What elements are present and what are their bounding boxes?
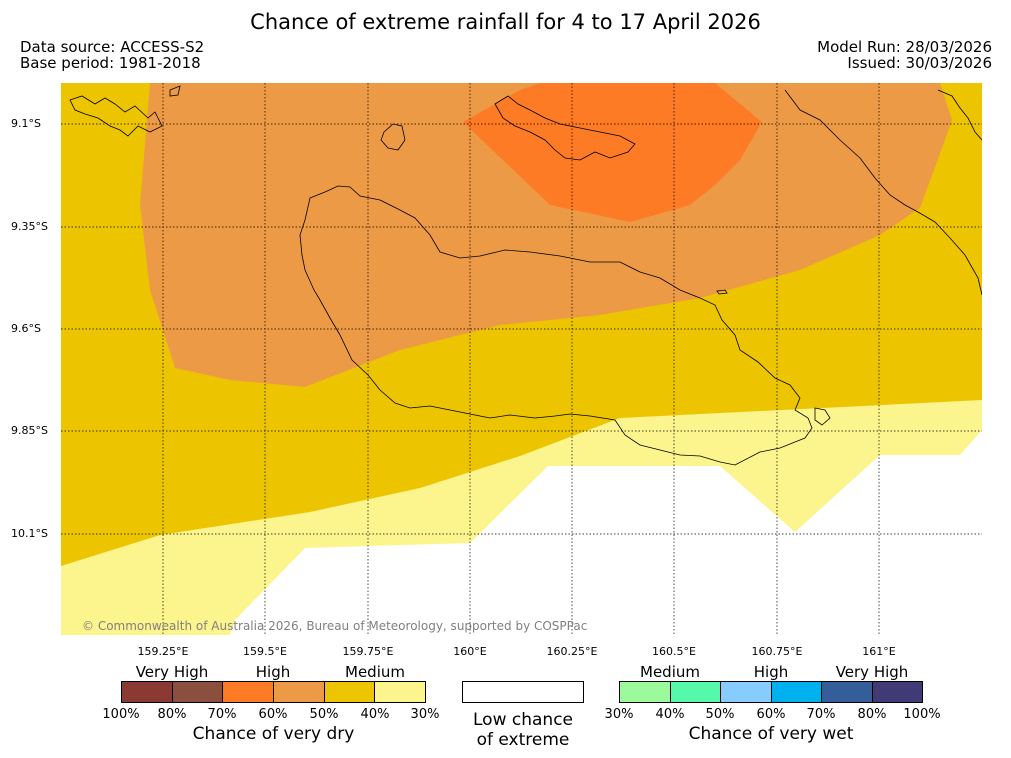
coast-nw-islet [169, 85, 181, 97]
wet-swatch [670, 682, 721, 702]
coast-nw [69, 95, 163, 137]
lat-label: 9.6°S [11, 322, 41, 335]
dry-swatch [172, 682, 224, 702]
lat-label: 10.1°S [11, 527, 48, 540]
dry-colorbar [121, 681, 426, 703]
wet-swatch [620, 682, 671, 702]
wet-swatch [872, 682, 922, 702]
lon-label: 160.75°E [751, 645, 803, 658]
wet-colorbar [619, 681, 923, 703]
lon-label: 159.75°E [342, 645, 394, 658]
dry-swatch [324, 682, 376, 702]
lon-label: 159.5°E [243, 645, 287, 658]
wet-category-label: Medium [640, 663, 700, 681]
wet-tick: 60% [756, 707, 786, 722]
dry-swatch [375, 682, 426, 702]
dry-tick: 100% [102, 707, 140, 722]
dry-swatch [223, 682, 275, 702]
lon-label: 160.5°E [652, 645, 696, 658]
coast-ngella-islands [494, 95, 636, 161]
coast-islet [716, 289, 728, 295]
dry-tick: 70% [207, 707, 237, 722]
graticule [61, 83, 982, 635]
wet-swatch [721, 682, 772, 702]
dry-caption: Chance of very dry [192, 724, 355, 744]
dry-category-label: High [255, 663, 291, 681]
dry-category-label: Medium [345, 663, 405, 681]
dry-tick: 30% [410, 707, 440, 722]
data-source: Data source: ACCESS-S2 [20, 38, 205, 56]
lat-label: 9.35°S [11, 220, 48, 233]
chart-title: Chance of extreme rainfall for 4 to 17 A… [250, 10, 761, 34]
wet-category-label: High [753, 663, 789, 681]
wet-swatch [822, 682, 873, 702]
coastlines [69, 85, 982, 466]
lat-label: 9.85°S [11, 424, 48, 437]
wet-category-label: Very High [835, 663, 909, 681]
low-chance-line2: of extreme [476, 730, 570, 750]
coast-ne [937, 89, 982, 141]
coast-main-island [299, 185, 813, 466]
dry-category-label: Very High [135, 663, 209, 681]
dry-tick: 40% [360, 707, 390, 722]
low-chance-swatch [462, 681, 584, 703]
low-chance-line1: Low chance [473, 710, 573, 730]
wet-tick: 50% [705, 707, 735, 722]
dry-tick: 60% [258, 707, 288, 722]
meta-left: Data source: ACCESS-S2 Base period: 1981… [20, 39, 204, 71]
wet-tick: 70% [806, 707, 836, 722]
wet-swatch [771, 682, 822, 702]
dry-swatch [122, 682, 173, 702]
forecast-map [61, 83, 982, 635]
issued-date: Issued: 30/03/2026 [847, 54, 992, 72]
meta-right: Model Run: 28/03/2026 Issued: 30/03/2026 [817, 39, 992, 71]
credit-text: © Commonwealth of Australia 2026, Bureau… [82, 619, 588, 633]
region-dry-60-70 [140, 83, 952, 387]
wet-tick: 80% [857, 707, 887, 722]
dry-tick: 50% [309, 707, 339, 722]
region-dry-70-80 [463, 83, 762, 222]
legend: Very High High Medium 100% 80% 70% 60% 5… [0, 660, 1011, 758]
lon-label: 159.25°E [137, 645, 189, 658]
lon-label: 160°E [453, 645, 487, 658]
wet-caption: Chance of very wet [688, 724, 854, 744]
region-low-chance [230, 430, 982, 635]
wet-tick: 100% [903, 707, 941, 722]
lon-label: 161°E [862, 645, 896, 658]
dry-swatch [274, 682, 325, 702]
low-chance-caption: Low chance of extreme [462, 710, 584, 750]
model-run: Model Run: 28/03/2026 [817, 38, 992, 56]
wet-tick: 40% [655, 707, 685, 722]
coast-small-east [814, 407, 831, 426]
lat-label: 9.1°S [11, 117, 41, 130]
base-period: Base period: 1981-2018 [20, 54, 201, 72]
dry-tick: 80% [157, 707, 187, 722]
coast-malaita [784, 89, 982, 296]
wet-tick: 30% [604, 707, 634, 722]
lon-label: 160.25°E [546, 645, 598, 658]
